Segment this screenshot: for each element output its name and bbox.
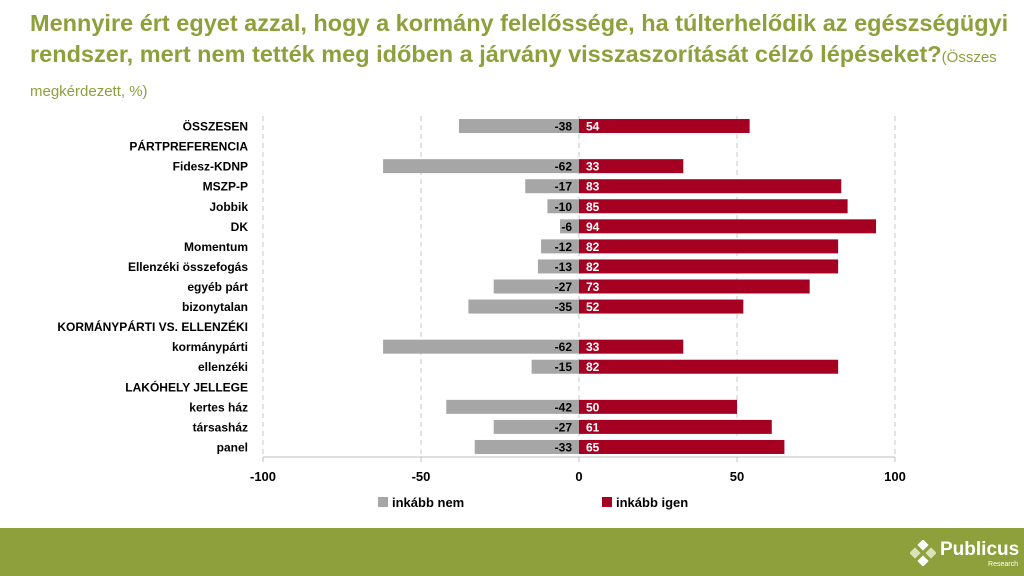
data-label-inkabb-nem: -35 <box>555 300 573 314</box>
x-tick-label: 100 <box>884 469 906 484</box>
category-label: KORMÁNYPÁRTI VS. ELLENZÉKI <box>57 319 248 334</box>
data-label-inkabb-nem: -27 <box>555 280 573 294</box>
category-label: LAKÓHELY JELLEGE <box>125 379 248 394</box>
bar-inkabb-nem <box>446 399 579 414</box>
data-label-inkabb-nem: -12 <box>555 240 573 254</box>
bar-inkabb-nem <box>458 119 579 134</box>
data-label-inkabb-igen: 33 <box>586 340 600 354</box>
data-label-inkabb-igen: 82 <box>586 240 600 254</box>
bar-inkabb-igen <box>579 119 750 134</box>
category-label: egyéb párt <box>187 280 248 294</box>
x-tick-label: -100 <box>250 469 276 484</box>
category-label: Ellenzéki összefogás <box>128 260 248 274</box>
bar-inkabb-nem <box>468 299 579 314</box>
bar-inkabb-nem <box>537 259 579 274</box>
bar-inkabb-igen <box>579 359 839 374</box>
data-label-inkabb-nem: -62 <box>555 160 573 174</box>
x-tick-label: -50 <box>412 469 431 484</box>
publicus-logo: Publicus Research <box>910 536 1020 572</box>
legend-swatch-inkabb-igen <box>602 497 612 507</box>
title-main: Mennyire ért egyet azzal, hogy a kormány… <box>30 10 1009 67</box>
data-label-inkabb-igen: 94 <box>586 220 600 234</box>
bar-inkabb-igen <box>579 419 772 434</box>
chart-title: Mennyire ért egyet azzal, hogy a kormány… <box>30 8 1010 107</box>
data-label-inkabb-nem: -13 <box>555 260 573 274</box>
footer-band: Publicus Research <box>0 528 1024 576</box>
category-label: Jobbik <box>209 200 248 214</box>
chart-area: ÖSSZESEN -38 54 PÁRTPREFERENCIA Fidesz-KDNP -… <box>57 116 906 510</box>
bar-inkabb-igen <box>579 259 839 274</box>
data-label-inkabb-nem: -38 <box>555 120 573 134</box>
bar-inkabb-igen <box>579 399 737 414</box>
title-subtitle: (Összes megkérdezett, %) <box>30 49 997 100</box>
logo-brand: Publicus <box>940 539 1020 560</box>
bar-inkabb-nem <box>541 239 579 254</box>
bar-inkabb-igen <box>579 239 839 254</box>
bar-inkabb-nem <box>383 339 579 354</box>
bar-inkabb-nem <box>547 199 579 214</box>
legend-label-inkabb-igen: inkább igen <box>616 495 688 510</box>
data-label-inkabb-igen: 82 <box>586 360 600 374</box>
category-label: társasház <box>193 420 248 434</box>
x-tick-label: 0 <box>575 469 582 484</box>
category-label: DK <box>231 220 249 234</box>
category-label: ÖSSZESEN <box>183 119 248 134</box>
data-label-inkabb-igen: 82 <box>586 260 600 274</box>
bar-inkabb-igen <box>579 439 785 454</box>
category-label: kertes ház <box>189 400 248 414</box>
data-label-inkabb-nem: -10 <box>555 200 573 214</box>
bar-inkabb-nem <box>383 159 579 174</box>
data-label-inkabb-igen: 50 <box>586 400 600 414</box>
category-label: panel <box>217 440 248 454</box>
x-tick-label: 50 <box>730 469 744 484</box>
bar-inkabb-nem <box>474 439 579 454</box>
bar-inkabb-nem <box>493 279 579 294</box>
category-label: MSZP-P <box>203 180 248 194</box>
bar-inkabb-nem <box>560 219 579 234</box>
category-label: bizonytalan <box>182 300 248 314</box>
bar-inkabb-nem <box>493 419 579 434</box>
data-label-inkabb-igen: 33 <box>586 160 600 174</box>
bar-inkabb-nem <box>531 359 579 374</box>
logo-tagline: Research <box>988 561 1018 568</box>
category-label: PÁRTPREFERENCIA <box>129 139 248 154</box>
legend-label-inkabb-nem: inkább nem <box>392 495 464 510</box>
logo-diamond-icon <box>910 540 936 566</box>
bar-inkabb-igen <box>579 159 684 174</box>
bar-inkabb-igen <box>579 279 810 294</box>
legend-swatch-inkabb-nem <box>378 497 388 507</box>
bar-inkabb-igen <box>579 339 684 354</box>
data-label-inkabb-nem: -62 <box>555 340 573 354</box>
bar-inkabb-igen <box>579 179 842 194</box>
category-label: Fidesz-KDNP <box>173 160 248 174</box>
data-label-inkabb-igen: 83 <box>586 180 600 194</box>
data-label-inkabb-igen: 65 <box>586 440 600 454</box>
data-label-inkabb-igen: 54 <box>586 120 600 134</box>
category-label: kormánypárti <box>172 340 248 354</box>
bar-inkabb-igen <box>579 199 848 214</box>
data-label-inkabb-igen: 73 <box>586 280 600 294</box>
data-label-inkabb-nem: -17 <box>555 180 573 194</box>
bar-inkabb-nem <box>525 179 579 194</box>
bar-inkabb-igen <box>579 219 877 234</box>
category-label: Momentum <box>184 240 248 254</box>
category-label: ellenzéki <box>198 360 248 374</box>
bar-inkabb-igen <box>579 299 744 314</box>
data-label-inkabb-nem: -27 <box>555 420 573 434</box>
data-label-inkabb-igen: 52 <box>586 300 600 314</box>
data-label-inkabb-igen: 85 <box>586 200 600 214</box>
data-label-inkabb-igen: 61 <box>586 420 600 434</box>
data-label-inkabb-nem: -6 <box>561 220 572 234</box>
data-label-inkabb-nem: -33 <box>555 440 573 454</box>
data-label-inkabb-nem: -15 <box>555 360 573 374</box>
data-label-inkabb-nem: -42 <box>555 400 573 414</box>
